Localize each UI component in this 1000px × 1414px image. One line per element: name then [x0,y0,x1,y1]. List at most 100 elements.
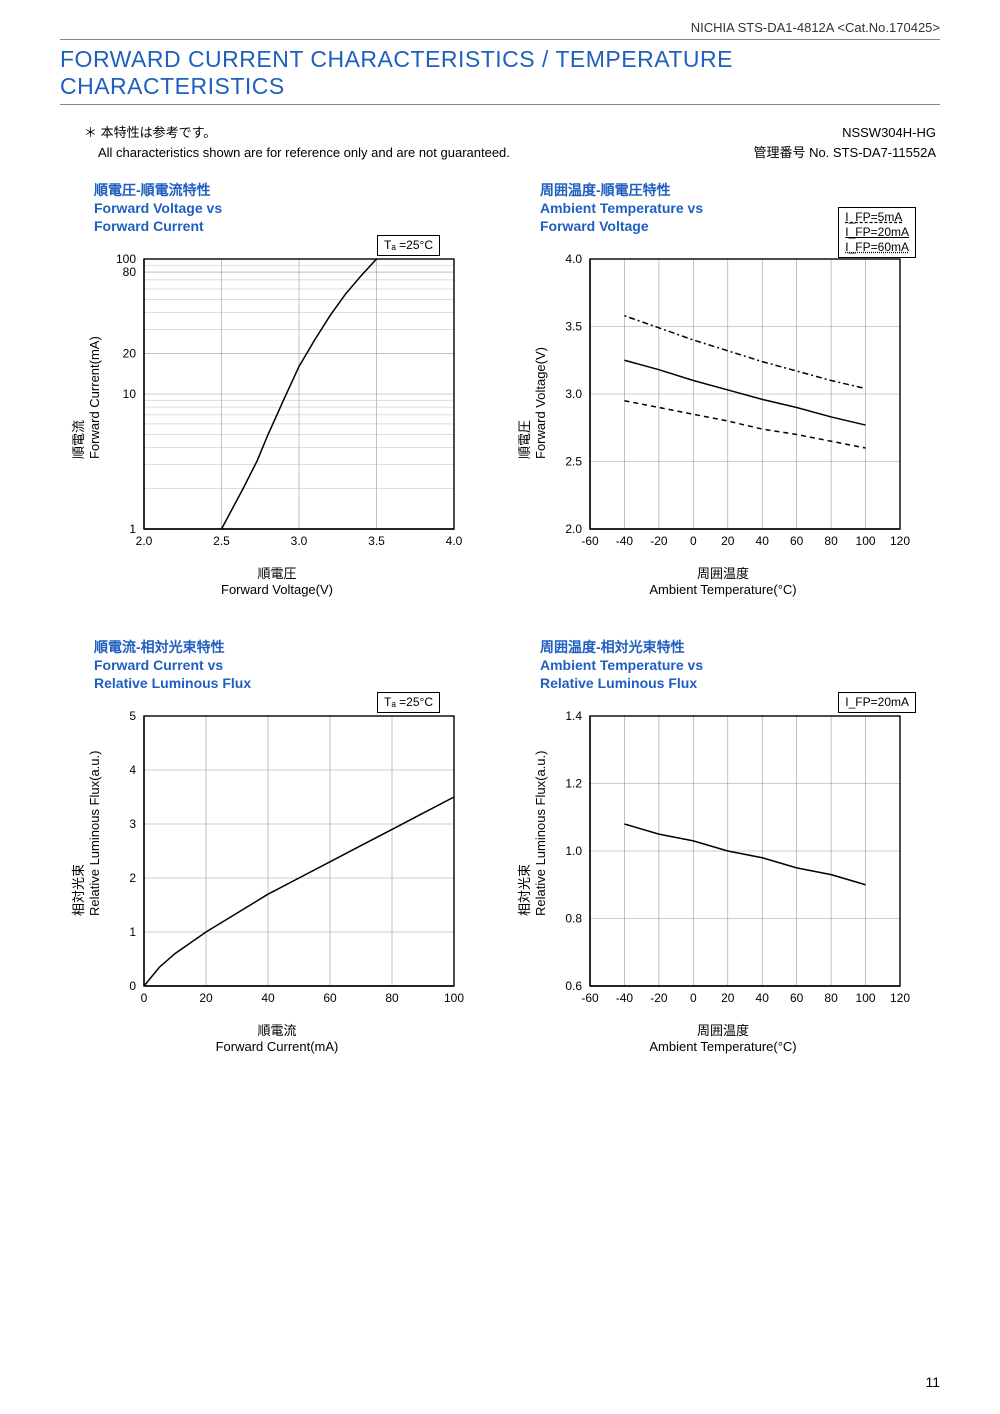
chart1-xlabel-jp: 順電圧 [257,566,296,581]
notes-row: ＊ 本特性は参考です。 All characteristics shown ar… [60,123,940,162]
chart2-legend: I_FP=5mA I_FP=20mA I_FP=60mA [838,207,916,258]
note-jp: ＊ 本特性は参考です。 [84,123,510,143]
svg-text:-60: -60 [581,534,599,548]
chart2-svg: -60-40-200204060801001202.02.53.03.54.0 [510,239,930,559]
svg-text:-20: -20 [650,991,668,1005]
svg-text:40: 40 [756,991,770,1005]
part-number: NSSW304H-HG [753,123,936,143]
charts-grid: 順電圧-順電流特性 Forward Voltage vs Forward Cur… [60,180,940,1054]
chart2-legend-2: I_FP=60mA [845,240,909,255]
svg-text:100: 100 [856,534,876,548]
svg-text:0: 0 [129,979,136,993]
svg-text:20: 20 [199,991,213,1005]
chart1-svg: 2.0 2.5 3.0 3.5 4.0 1 10 20 80100 [64,239,484,559]
svg-text:4.0: 4.0 [446,534,463,548]
svg-text:3.0: 3.0 [291,534,308,548]
svg-text:100: 100 [116,252,136,266]
page-title: FORWARD CURRENT CHARACTERISTICS / TEMPER… [60,40,940,104]
chart4-title-en1: Ambient Temperature vs [540,657,936,675]
svg-text:2.0: 2.0 [565,522,582,536]
chart2-legend-1: I_FP=20mA [845,225,909,240]
header-doc-id: NICHIA STS-DA1-4812A <Cat.No.170425> [60,20,940,35]
chart2-cell: 周囲温度-順電圧特性 Ambient Temperature vs Forwar… [510,180,936,597]
svg-text:1.4: 1.4 [565,709,582,723]
mgmt-number: 管理番号 No. STS-DA7-11552A [753,143,936,163]
chart4-wrap: I_FP=20mA 相対光束 Relative Luminous Flux(a.… [510,696,936,1054]
chart4-xlabel: 周囲温度 Ambient Temperature(°C) [510,1020,936,1054]
chart1-ylabel-jp: 順電流 [71,420,86,459]
svg-text:-60: -60 [581,991,599,1005]
chart4-svg: -60-40-200204060801001200.60.81.01.21.4 [510,696,930,1016]
svg-text:120: 120 [890,991,910,1005]
chart4-xlabel-en: Ambient Temperature(°C) [649,1039,796,1054]
chart3-cell: 順電流-相対光束特性 Forward Current vs Relative L… [64,637,490,1054]
svg-text:0.6: 0.6 [565,979,582,993]
chart3-title-en1: Forward Current vs [94,657,490,675]
notes-right: NSSW304H-HG 管理番号 No. STS-DA7-11552A [753,123,936,162]
chart3-xlabel: 順電流 Forward Current(mA) [64,1020,490,1054]
chart4-xlabel-jp: 周囲温度 [697,1023,749,1038]
svg-text:0: 0 [690,991,697,1005]
svg-text:2.0: 2.0 [136,534,153,548]
chart1-wrap: Tₐ =25°C 順電流 Forward Current(mA) 2.02.53… [64,239,490,597]
svg-text:3.5: 3.5 [565,320,582,334]
chart3-svg: 020406080100012345 [64,696,484,1016]
svg-text:2.5: 2.5 [213,534,230,548]
chart1-ylabel: 順電流 Forward Current(mA) [68,336,102,459]
svg-text:10: 10 [123,387,137,401]
chart1-title-jp: 順電圧-順電流特性 [94,180,490,200]
chart3-wrap: Tₐ =25°C 相対光束 Relative Luminous Flux(a.u… [64,696,490,1054]
chart4-cell: 周囲温度-相対光束特性 Ambient Temperature vs Relat… [510,637,936,1054]
svg-text:80: 80 [385,991,399,1005]
chart2-wrap: I_FP=5mA I_FP=20mA I_FP=60mA 順電圧 Forward… [510,239,936,597]
page-number: 11 [925,1374,940,1390]
divider-title [60,104,940,105]
chart4-ylabel-jp: 相対光束 [517,864,532,916]
svg-text:1: 1 [129,925,136,939]
svg-text:20: 20 [721,534,735,548]
svg-text:100: 100 [856,991,876,1005]
svg-text:0: 0 [690,534,697,548]
svg-text:3: 3 [129,817,136,831]
svg-text:-40: -40 [616,534,634,548]
chart2-ylabel-jp: 順電圧 [517,420,532,459]
svg-text:3.5: 3.5 [368,534,385,548]
svg-text:5: 5 [129,709,136,723]
svg-text:100: 100 [444,991,464,1005]
svg-text:80: 80 [824,991,838,1005]
svg-text:20: 20 [123,346,137,360]
svg-text:2.5: 2.5 [565,455,582,469]
svg-text:40: 40 [756,534,770,548]
chart1-xlabel-en: Forward Voltage(V) [221,582,333,597]
chart2-xlabel-en: Ambient Temperature(°C) [649,582,796,597]
chart3-xlabel-jp: 順電流 [257,1023,296,1038]
chart3-ylabel: 相対光束 Relative Luminous Flux(a.u.) [68,751,102,916]
chart3-xlabel-en: Forward Current(mA) [216,1039,339,1054]
svg-text:40: 40 [261,991,275,1005]
chart1-ylabel-en: Forward Current(mA) [87,336,102,459]
svg-text:1: 1 [129,522,136,536]
svg-text:3.0: 3.0 [565,387,582,401]
chart2-ylabel: 順電圧 Forward Voltage(V) [514,347,548,459]
svg-text:4.0: 4.0 [565,252,582,266]
chart1-condition: Tₐ =25°C [377,235,440,256]
chart3-title-jp: 順電流-相対光束特性 [94,637,490,657]
chart4-ylabel-en: Relative Luminous Flux(a.u.) [533,751,548,916]
svg-text:60: 60 [323,991,337,1005]
svg-text:-20: -20 [650,534,668,548]
chart3-condition: Tₐ =25°C [377,692,440,713]
chart4-ylabel: 相対光束 Relative Luminous Flux(a.u.) [514,751,548,916]
svg-text:1.0: 1.0 [565,844,582,858]
svg-text:-40: -40 [616,991,634,1005]
svg-text:1.2: 1.2 [565,777,582,791]
chart2-legend-0: I_FP=5mA [845,210,909,225]
svg-text:120: 120 [890,534,910,548]
chart2-ylabel-en: Forward Voltage(V) [533,347,548,459]
chart3-ylabel-en: Relative Luminous Flux(a.u.) [87,751,102,916]
note-en: All characteristics shown are for refere… [84,143,510,163]
svg-text:2: 2 [129,871,136,885]
chart1-title-en2: Forward Current [94,218,490,236]
chart1-title-en1: Forward Voltage vs [94,200,490,218]
notes-left: ＊ 本特性は参考です。 All characteristics shown ar… [84,123,510,162]
svg-text:80: 80 [123,265,137,279]
